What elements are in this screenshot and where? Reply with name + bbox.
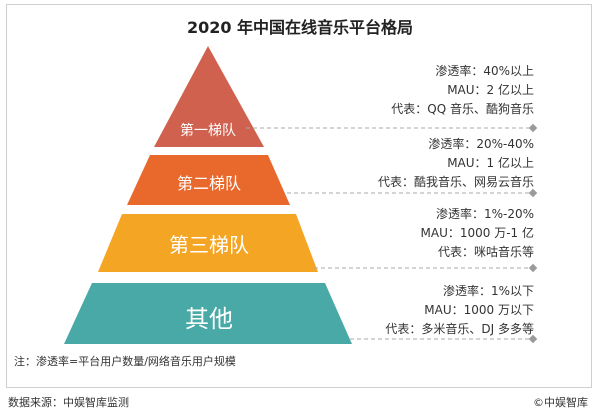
- tier-2-mau: MAU：1 亿以上: [447, 156, 534, 170]
- tier-3-label: 第三梯队: [169, 233, 249, 257]
- footnote: 注：渗透率=平台用户数量/网络音乐用户规模: [14, 355, 236, 368]
- tier-3-shape: [98, 214, 318, 272]
- tier-1-representatives: 代表：QQ 音乐、酷狗音乐: [391, 102, 534, 116]
- tier-4-representatives: 代表：多米音乐、DJ 多多等: [385, 322, 534, 336]
- tier-4-mau: MAU：1000 万以下: [424, 303, 534, 317]
- tier-4-label: 其他: [185, 305, 233, 333]
- chart-title: 2020 年中国在线音乐平台格局: [186, 18, 414, 37]
- data-source: 数据来源：中娱智库监测: [8, 396, 129, 409]
- tier-3-info: 渗透率：1%-20% MAU：1000 万-1 亿 代表：咪咕音乐等: [421, 205, 534, 262]
- tier-4-shape: [64, 283, 352, 344]
- tier-2-shape: [127, 155, 290, 205]
- tier-4-info: 渗透率：1%以下 MAU：1000 万以下 代表：多米音乐、DJ 多多等: [385, 282, 534, 339]
- tier-2-label: 第二梯队: [176, 174, 241, 193]
- tier-3-penetration: 渗透率：1%-20%: [435, 207, 534, 221]
- tier-1-info: 渗透率：40%以上 MAU：2 亿以上 代表：QQ 音乐、酷狗音乐: [391, 62, 534, 119]
- tier-1-label: 第一梯队: [180, 123, 236, 139]
- credit: ©中娱智库: [533, 396, 588, 409]
- tier-3-mau: MAU：1000 万-1 亿: [420, 226, 534, 240]
- tier-3-representatives: 代表：咪咕音乐等: [437, 245, 534, 259]
- tier-1-shape: [154, 46, 264, 147]
- tier-2-penetration: 渗透率：20%-40%: [428, 137, 534, 151]
- tier-1-mau: MAU：2 亿以上: [447, 83, 534, 97]
- tier-2-info: 渗透率：20%-40% MAU：1 亿以上 代表：酷我音乐、网易云音乐: [378, 135, 534, 192]
- tier-1-penetration: 渗透率：40%以上: [435, 64, 534, 78]
- tier-4-penetration: 渗透率：1%以下: [442, 284, 534, 298]
- tier-2-representatives: 代表：酷我音乐、网易云音乐: [377, 175, 534, 189]
